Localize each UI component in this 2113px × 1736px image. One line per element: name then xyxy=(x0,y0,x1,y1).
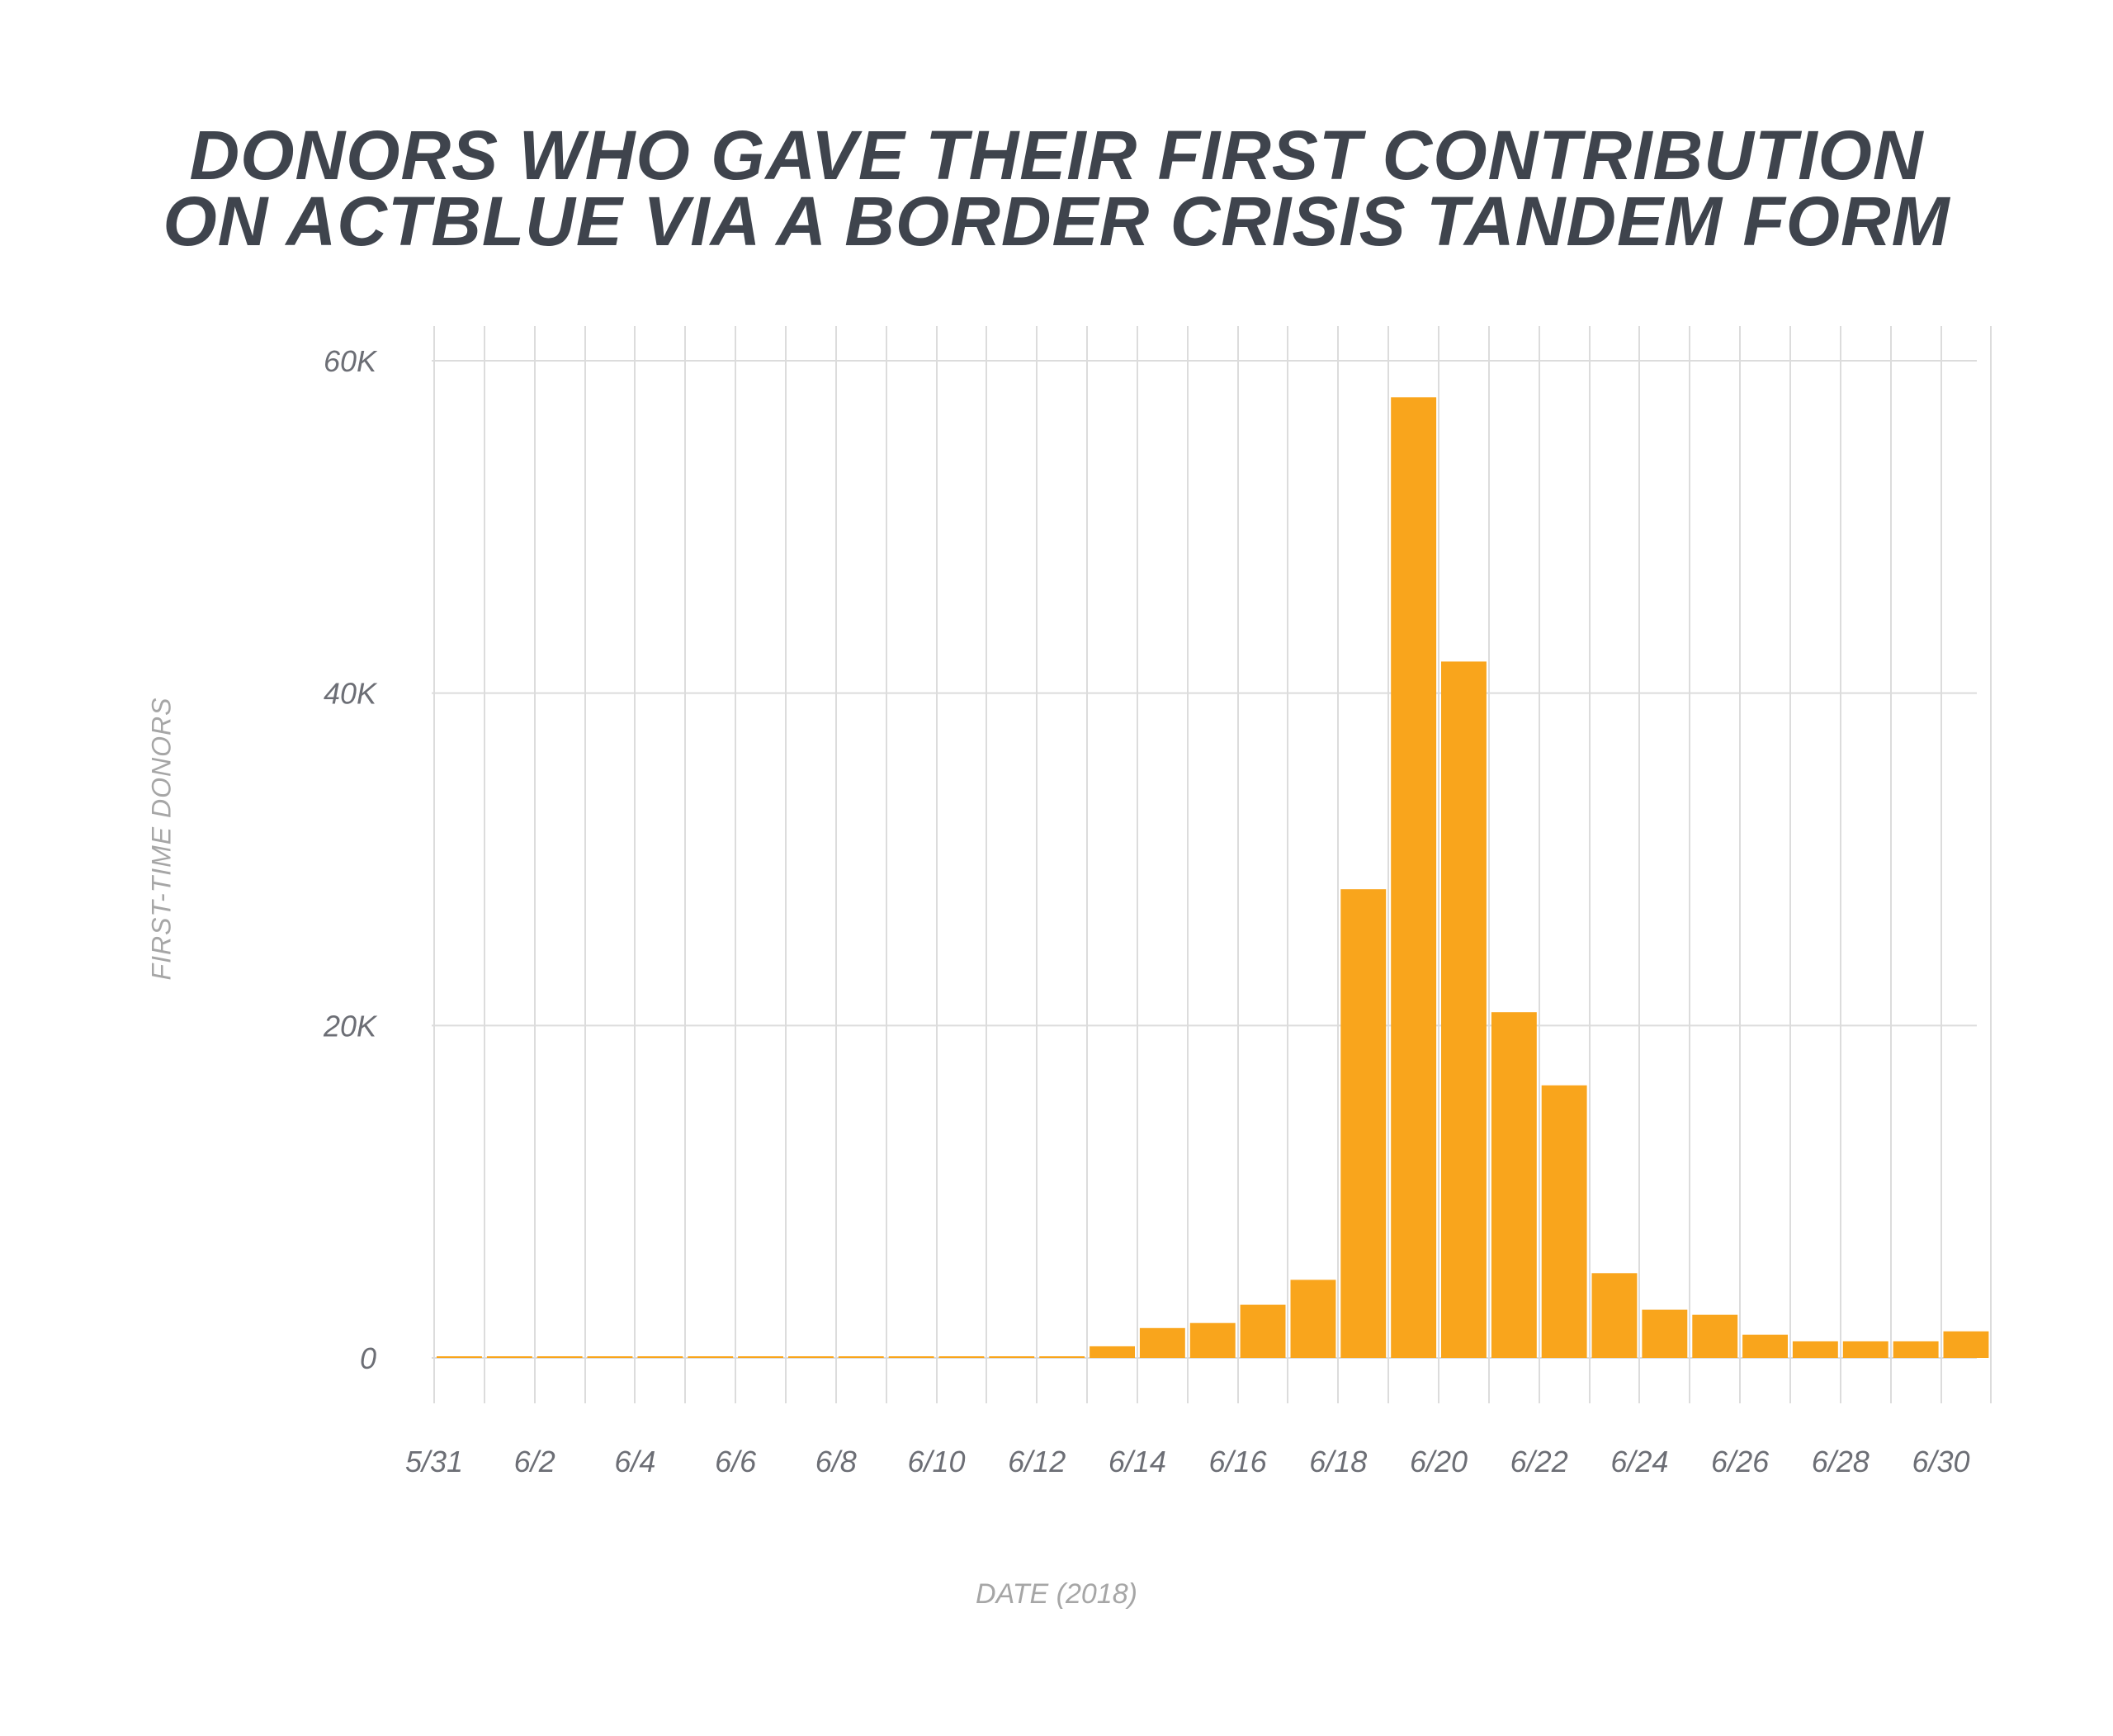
bar-6-27 xyxy=(1792,1341,1838,1358)
bar-6-4 xyxy=(637,1356,683,1358)
bar-6-20 xyxy=(1441,661,1487,1358)
chart-title-line-1: DONORS WHO GAVE THEIR FIRST CONTRIBUTION xyxy=(189,116,1924,194)
bar-6-5 xyxy=(688,1356,734,1358)
bar-6-8 xyxy=(838,1356,884,1358)
bar-6-14 xyxy=(1139,1327,1185,1358)
x-tick-label: 6/14 xyxy=(1108,1445,1166,1478)
x-tick-label: 6/6 xyxy=(715,1445,757,1478)
label-layer: 0 20K 40K 60K 5/31 6/2 6/4 6/6 6/8 6/10 6/12 6/14 6/… xyxy=(323,344,1970,1478)
bar-6-13 xyxy=(1090,1346,1135,1358)
x-tick-label: 6/30 xyxy=(1912,1445,1969,1478)
bar-6-7 xyxy=(788,1356,834,1358)
bar-6-12 xyxy=(1039,1356,1085,1358)
bar-layer xyxy=(437,397,1989,1358)
bar-6-17 xyxy=(1290,1280,1336,1358)
y-tick-label: 40K xyxy=(324,677,378,711)
x-tick-label: 6/18 xyxy=(1309,1445,1367,1478)
bar-6-21 xyxy=(1491,1012,1537,1358)
bar-6-29 xyxy=(1893,1341,1939,1358)
bar-6-16 xyxy=(1240,1304,1286,1358)
bar-6-9 xyxy=(888,1356,934,1358)
chart-title: DONORS WHO GAVE THEIR FIRST CONTRIBUTION… xyxy=(0,116,2113,260)
y-tick-label: 20K xyxy=(323,1009,378,1043)
x-tick-label: 6/12 xyxy=(1008,1445,1066,1478)
bar-5-31 xyxy=(437,1356,482,1358)
bar-6-23 xyxy=(1591,1273,1638,1358)
x-tick-label: 6/2 xyxy=(514,1445,555,1478)
x-tick-label: 6/22 xyxy=(1510,1445,1568,1478)
grid-layer xyxy=(432,326,1992,1403)
x-axis-title: DATE (2018) xyxy=(976,1578,1137,1610)
bar-6-22 xyxy=(1541,1085,1587,1358)
bar-6-3 xyxy=(587,1356,633,1358)
bar-6-25 xyxy=(1692,1314,1738,1358)
bar-6-10 xyxy=(938,1356,985,1358)
x-tick-label: 6/28 xyxy=(1812,1445,1870,1478)
y-tick-label: 60K xyxy=(324,344,378,378)
bar-6-19 xyxy=(1391,397,1437,1358)
bar-6-2 xyxy=(537,1356,583,1358)
bar-6-11 xyxy=(989,1356,1035,1358)
x-tick-label: 6/24 xyxy=(1610,1445,1668,1478)
bar-6-24 xyxy=(1642,1309,1688,1358)
x-tick-label: 6/4 xyxy=(614,1445,655,1478)
x-tick-label: 5/31 xyxy=(405,1445,463,1478)
bar-6-26 xyxy=(1742,1334,1788,1358)
bar-6-30 xyxy=(1943,1331,1989,1358)
x-tick-label: 6/16 xyxy=(1209,1445,1268,1478)
x-tick-label: 6/10 xyxy=(907,1445,965,1478)
x-tick-label: 6/20 xyxy=(1410,1445,1468,1478)
x-tick-label: 6/8 xyxy=(815,1445,857,1478)
bar-6-15 xyxy=(1189,1322,1236,1358)
bar-6-6 xyxy=(738,1356,783,1358)
bar-6-18 xyxy=(1340,889,1387,1358)
bar-6-1 xyxy=(486,1356,532,1358)
bar-6-28 xyxy=(1842,1341,1888,1358)
y-tick-label: 0 xyxy=(360,1341,376,1375)
x-tick-label: 6/26 xyxy=(1711,1445,1770,1478)
chart-title-line-2: ON ACTBLUE VIA A BORDER CRISIS TANDEM FO… xyxy=(163,182,1950,260)
